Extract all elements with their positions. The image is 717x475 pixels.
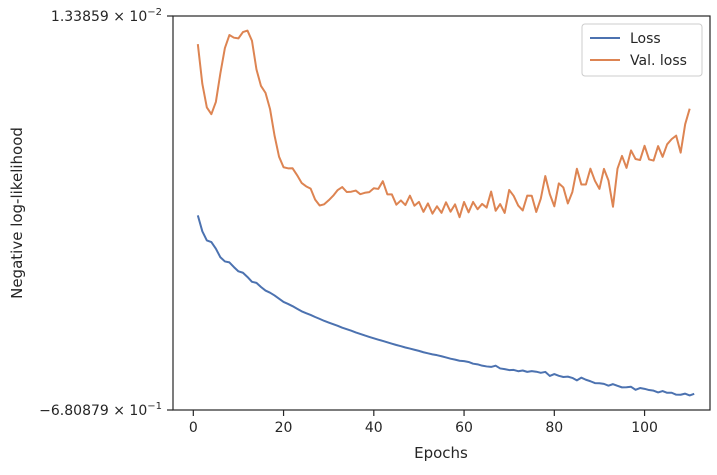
x-axis-ticks: 0 20 40 60 80 100 <box>189 410 658 436</box>
legend-label-val-loss: Val. loss <box>630 53 687 69</box>
y-tick-label-top: 1.33859 × 10−2 <box>51 7 162 25</box>
legend: Loss Val. loss <box>581 23 703 77</box>
loss-series-line <box>196 215 695 397</box>
x-axis-label: Epochs <box>414 444 468 462</box>
plot-frame <box>172 15 711 411</box>
x-tick-label-20: 20 <box>275 420 293 436</box>
x-tick-label-100: 100 <box>631 420 658 436</box>
x-tick-label-40: 40 <box>365 420 383 436</box>
series-layer <box>196 29 695 397</box>
val-loss-series-line <box>196 29 691 219</box>
x-tick-label-80: 80 <box>545 420 563 436</box>
x-tick-label-0: 0 <box>189 420 198 436</box>
y-tick-label-bottom: −6.80879 × 10−1 <box>39 401 162 419</box>
legend-label-loss: Loss <box>630 31 661 47</box>
y-axis-label: Negative log-likelihood <box>8 127 26 299</box>
y-axis-ticks: 1.33859 × 10−2 −6.80879 × 10−1 <box>39 7 173 419</box>
x-tick-label-60: 60 <box>455 420 473 436</box>
